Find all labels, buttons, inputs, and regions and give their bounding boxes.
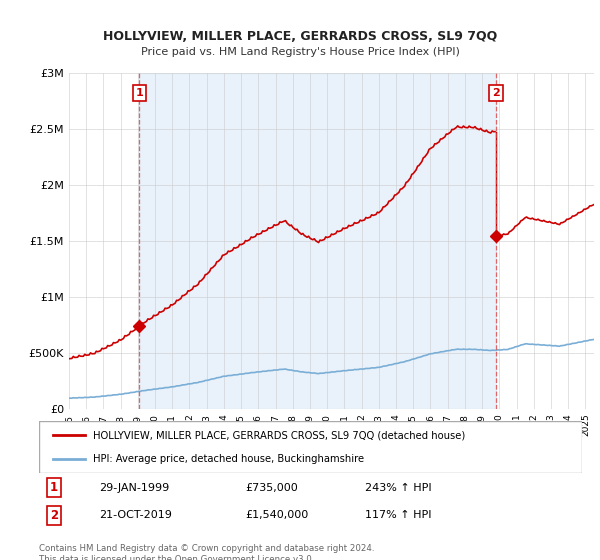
Text: £1,540,000: £1,540,000	[245, 511, 308, 520]
Text: 29-JAN-1999: 29-JAN-1999	[99, 483, 169, 493]
Bar	[139, 73, 496, 409]
Text: HPI: Average price, detached house, Buckinghamshire: HPI: Average price, detached house, Buck…	[94, 454, 364, 464]
Text: 1: 1	[50, 482, 58, 494]
Text: 21-OCT-2019: 21-OCT-2019	[99, 511, 172, 520]
Text: 117% ↑ HPI: 117% ↑ HPI	[365, 511, 431, 520]
Text: HOLLYVIEW, MILLER PLACE, GERRARDS CROSS, SL9 7QQ: HOLLYVIEW, MILLER PLACE, GERRARDS CROSS,…	[103, 30, 497, 43]
Text: Price paid vs. HM Land Registry's House Price Index (HPI): Price paid vs. HM Land Registry's House …	[140, 46, 460, 57]
Text: Contains HM Land Registry data © Crown copyright and database right 2024.
This d: Contains HM Land Registry data © Crown c…	[39, 544, 374, 560]
Text: 2: 2	[492, 88, 500, 98]
Text: 2: 2	[50, 509, 58, 522]
Text: HOLLYVIEW, MILLER PLACE, GERRARDS CROSS, SL9 7QQ (detached house): HOLLYVIEW, MILLER PLACE, GERRARDS CROSS,…	[94, 430, 466, 440]
Text: 1: 1	[136, 88, 143, 98]
Text: 243% ↑ HPI: 243% ↑ HPI	[365, 483, 431, 493]
FancyBboxPatch shape	[39, 421, 582, 473]
Text: £735,000: £735,000	[245, 483, 298, 493]
